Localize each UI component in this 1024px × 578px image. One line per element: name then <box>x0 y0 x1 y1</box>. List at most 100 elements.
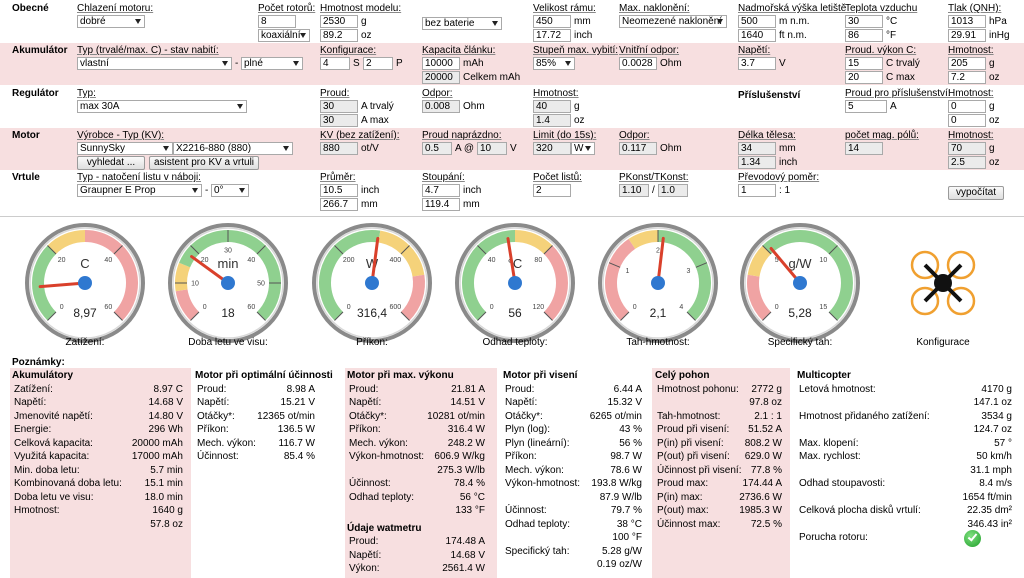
result-label: Jmenovité napětí: <box>14 410 93 422</box>
rotor-ring <box>910 286 940 316</box>
result-value: 20000 mAh <box>131 437 183 449</box>
dropdown[interactable]: koaxiální <box>258 29 310 42</box>
text-input[interactable]: 86 <box>845 29 883 42</box>
text-input[interactable]: 4.7 <box>422 184 460 197</box>
gauge-tick <box>762 311 772 321</box>
result-label: Hmotnost: <box>14 505 60 516</box>
gauge-tick-label: 0 <box>775 304 779 311</box>
unit-label: g <box>361 16 367 27</box>
gauge-label: Tah-hmotnost: <box>626 337 689 348</box>
text-input[interactable]: 10.5 <box>320 184 358 197</box>
text-input[interactable]: 1 <box>738 184 776 197</box>
gauge-zone <box>747 274 772 321</box>
dropdown[interactable]: plné <box>241 57 303 70</box>
gauge-rim <box>316 227 428 339</box>
text-input[interactable]: 5 <box>845 100 887 113</box>
button[interactable]: asistent pro KV a vrtuli <box>149 156 259 170</box>
result-label: Proud max: <box>657 478 709 489</box>
gauge-needle <box>370 236 380 285</box>
result-label: Mech. výkon: <box>349 437 408 449</box>
text-input[interactable]: 205 <box>948 57 986 70</box>
readonly-field: 320 <box>533 142 571 155</box>
result-value: 14.80 V <box>148 410 183 422</box>
text-input[interactable]: 0.0028 <box>619 57 657 70</box>
gauge-tick <box>113 245 123 255</box>
dropdown-arrow <box>492 21 498 26</box>
notes-heading: Celý pohon <box>655 370 710 381</box>
text-input[interactable]: 10000 <box>422 57 460 70</box>
gauge-tick <box>828 311 838 321</box>
unit-label: g <box>989 101 995 112</box>
dropdown[interactable]: Graupner E Prop <box>77 184 202 197</box>
readonly-field: 1.0 <box>658 184 688 197</box>
field-label: Chlazení motoru: <box>77 3 154 14</box>
gauge-tick <box>400 245 410 255</box>
gauge-tick <box>543 311 553 321</box>
unit-label: oz <box>361 30 372 41</box>
field-label: Kapacita článku: <box>422 45 496 56</box>
dropdown[interactable]: X2216-880 (880) <box>173 142 293 155</box>
result-value: 133 °F <box>455 505 485 516</box>
dropdown[interactable]: 0° <box>211 184 249 197</box>
text-input[interactable]: 2 <box>363 57 393 70</box>
text-input[interactable]: 266.7 <box>320 198 358 211</box>
gauge-tick-label: 50 <box>257 281 265 288</box>
result-value: 43 % <box>619 424 642 435</box>
text-input[interactable]: 2 <box>533 184 571 197</box>
text-input[interactable]: 4 <box>320 57 350 70</box>
unit-label: Ohm <box>463 101 485 112</box>
text-input[interactable]: 450 <box>533 15 571 28</box>
dropdown[interactable]: bez baterie <box>422 17 502 30</box>
dropdown[interactable]: vlastní <box>77 57 232 70</box>
text-input[interactable]: 3.7 <box>738 57 776 70</box>
result-label: Plyn (log): <box>505 424 551 435</box>
unit-label: A max <box>361 115 389 126</box>
result-label: Tah-hmotnost: <box>657 410 721 422</box>
dropdown[interactable]: W <box>571 142 595 155</box>
gauge-tick-label: 30 <box>224 248 232 255</box>
text-input[interactable]: 1013 <box>948 15 986 28</box>
button[interactable]: vyhledat ... <box>77 156 145 170</box>
gauge-tick-label: 4 <box>679 304 683 311</box>
result-value: 15.32 V <box>607 397 642 408</box>
text-input[interactable]: 30 <box>845 15 883 28</box>
dropdown[interactable]: 85% <box>533 57 575 70</box>
gauge-tick <box>828 245 838 255</box>
dropdown[interactable]: Neomezené naklonění <box>619 15 727 28</box>
gauge-tick <box>477 245 487 255</box>
unit-label: S <box>353 58 360 69</box>
result-label: Odhad stoupavosti: <box>799 478 886 489</box>
result-value: 56 °C <box>459 491 485 503</box>
dropdown[interactable]: dobré <box>77 15 145 28</box>
text-input[interactable]: 7.2 <box>948 71 986 84</box>
text-input[interactable]: 8 <box>258 15 296 28</box>
result-value: 2.1 : 1 <box>754 410 782 422</box>
result-label: Napětí: <box>197 397 230 408</box>
unit-label: m n.m. <box>779 16 810 27</box>
gauge-unit: g/W <box>788 256 812 271</box>
unit-label: P <box>396 58 403 69</box>
result-value: 10281 ot/min <box>427 410 485 422</box>
text-input[interactable]: 0 <box>948 114 986 127</box>
text-input[interactable]: 1640 <box>738 29 776 42</box>
gauge-zone <box>747 245 772 277</box>
text-input[interactable]: 20 <box>845 71 883 84</box>
text-input[interactable]: 29.91 <box>948 29 986 42</box>
field-label: Napětí: <box>738 45 771 56</box>
text-input[interactable]: 2530 <box>320 15 358 28</box>
dropdown-arrow <box>293 61 299 66</box>
field-label: Konfigurace: <box>320 45 377 56</box>
text-input[interactable]: 15 <box>845 57 883 70</box>
text-input[interactable]: 0 <box>948 100 986 113</box>
text-input[interactable]: 500 <box>738 15 776 28</box>
dropdown[interactable]: max 30A <box>77 100 247 113</box>
result-label: Doba letu ve visu: <box>14 491 94 503</box>
text-input[interactable]: 119.4 <box>422 198 460 211</box>
text-input[interactable]: 17.72 <box>533 29 571 42</box>
dropdown[interactable]: SunnySky <box>77 142 173 155</box>
result-label: Porucha rotoru: <box>799 532 868 543</box>
text-input[interactable]: 89.2 <box>320 29 358 42</box>
button[interactable]: vypočítat <box>948 186 1004 200</box>
result-label: Výkon-hmotnost: <box>349 451 425 462</box>
result-value: 78.4 % <box>453 478 485 489</box>
